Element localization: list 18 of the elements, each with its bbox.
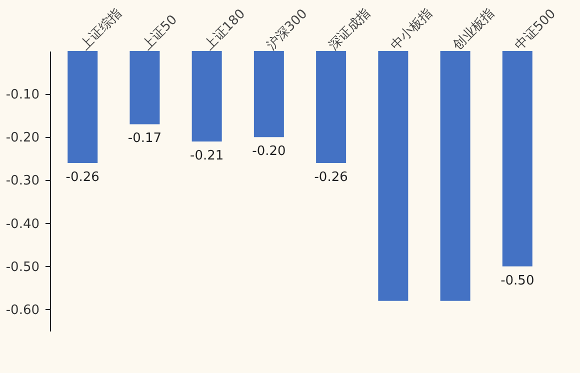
data-label: -0.50 xyxy=(500,273,534,288)
y-tick-label: -0.60 xyxy=(6,302,40,318)
x-tick-label: 中小板指 xyxy=(388,6,436,54)
data-label: -0.26 xyxy=(66,170,100,185)
x-tick-label: 深证成指 xyxy=(326,6,374,54)
x-tick-label: 上证50 xyxy=(140,12,180,54)
data-label: -0.17 xyxy=(128,131,162,146)
data-label: -0.21 xyxy=(190,148,224,164)
x-tick-label: 沪深300 xyxy=(263,6,311,54)
y-tick-label: -0.40 xyxy=(6,216,40,232)
y-tick-label: -0.30 xyxy=(6,174,40,189)
x-tick-label: 创业板指 xyxy=(450,6,498,54)
y-tick-label: -0.20 xyxy=(6,130,40,146)
y-tick-label: -0.10 xyxy=(6,88,40,103)
data-label: -0.26 xyxy=(314,170,348,185)
x-tick-label: 上证综指 xyxy=(78,6,126,54)
y-tick-label: -0.50 xyxy=(6,260,40,275)
data-label: -0.20 xyxy=(252,144,286,160)
